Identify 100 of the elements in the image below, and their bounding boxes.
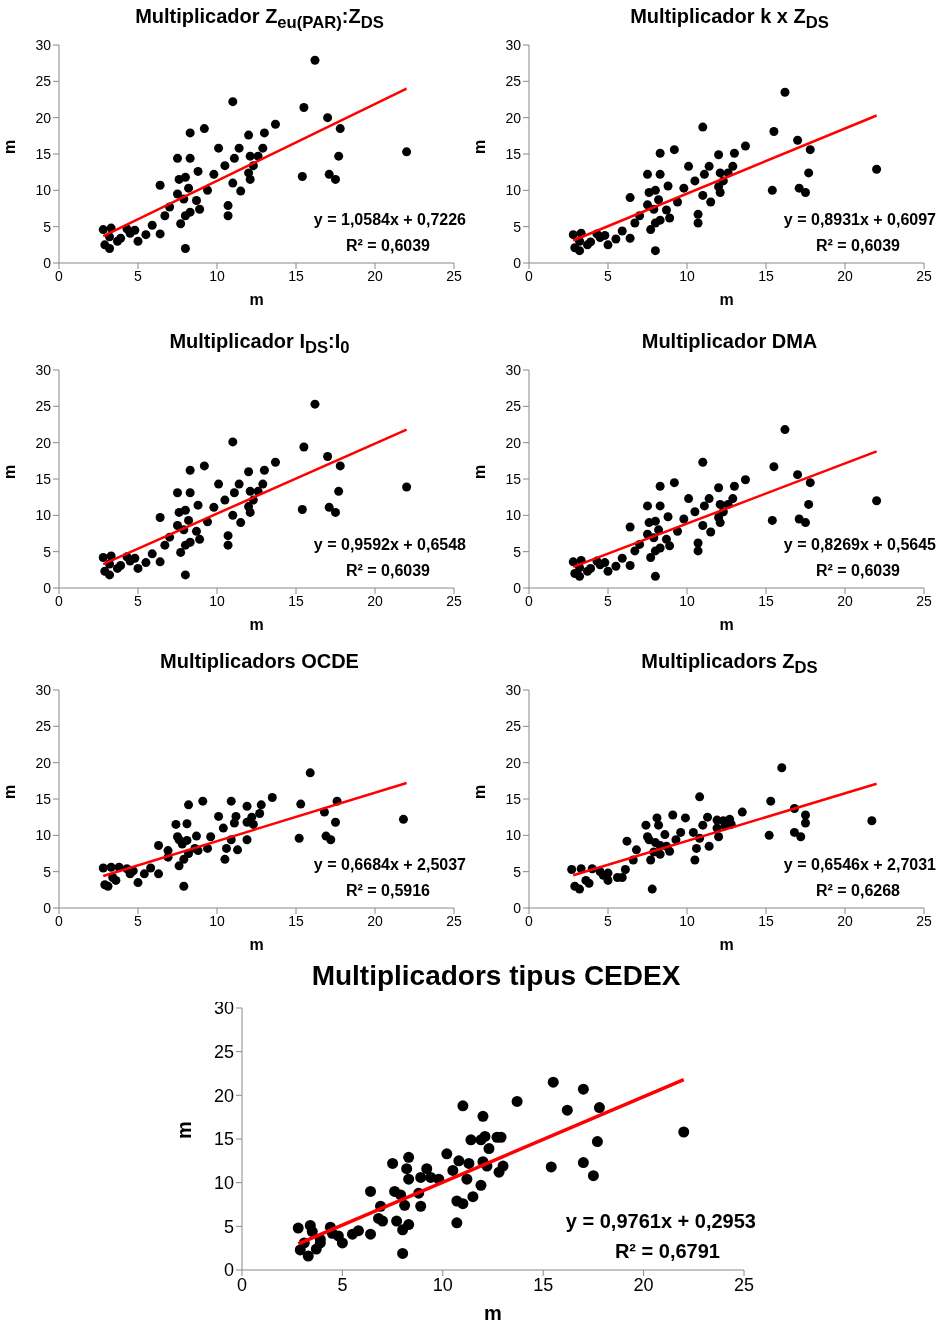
- y-tick-label: 15: [35, 790, 52, 807]
- point: [796, 832, 806, 842]
- x-axis-title: m: [719, 291, 734, 308]
- point: [242, 801, 252, 811]
- point: [647, 884, 657, 894]
- y-tick-label: 15: [505, 145, 522, 162]
- point: [191, 831, 201, 841]
- annotation: y = 0,9761x + 0,2953: [565, 1210, 756, 1233]
- x-tick-label: 10: [679, 267, 695, 284]
- point: [575, 884, 585, 894]
- x-tick-label: 0: [525, 267, 534, 284]
- y-tick-label: 20: [213, 1085, 234, 1106]
- x-tick-label: 15: [288, 592, 304, 609]
- x-tick-label: 15: [758, 912, 774, 929]
- point: [171, 819, 181, 829]
- chart-title: Multiplicadors OCDE: [159, 650, 360, 674]
- point: [154, 869, 164, 879]
- point: [789, 827, 799, 837]
- x-tick-label: 10: [679, 912, 695, 929]
- y-axis-title: m: [470, 464, 488, 479]
- point: [226, 796, 236, 806]
- x-tick-label: 5: [134, 267, 143, 284]
- x-tick-label: 15: [288, 267, 304, 284]
- y-tick-label: 20: [505, 109, 522, 126]
- point: [676, 827, 686, 837]
- y-tick-label: 20: [505, 434, 522, 451]
- point: [184, 800, 194, 810]
- x-tick-label: 20: [633, 1274, 654, 1295]
- point: [867, 816, 877, 826]
- x-tick-label: 20: [367, 912, 383, 929]
- y-tick-label: 0: [513, 579, 522, 596]
- y-tick-label: 25: [213, 1042, 234, 1063]
- point: [267, 793, 277, 803]
- x-tick-label: 25: [733, 1274, 755, 1295]
- y-tick-label: 25: [505, 398, 522, 415]
- point: [256, 800, 266, 810]
- x-tick-label: 0: [525, 912, 534, 929]
- x-axis-title: m: [719, 616, 734, 633]
- point: [214, 811, 224, 821]
- x-tick-label: 25: [916, 592, 932, 609]
- point: [206, 832, 216, 842]
- y-tick-label: 0: [223, 1260, 234, 1281]
- annotation: y = 0,8269x + 0,5645: [783, 536, 936, 554]
- point: [179, 854, 189, 864]
- x-tick-label: 25: [446, 912, 462, 929]
- x-tick-label: 0: [236, 1274, 248, 1295]
- point: [668, 810, 678, 820]
- annotation: R² = 0,6039: [345, 237, 430, 255]
- point: [255, 809, 265, 819]
- point: [714, 832, 724, 842]
- y-tick-label: 5: [43, 863, 52, 880]
- y-tick-label: 5: [513, 863, 522, 880]
- annotation: y = 1,0584x + 0,7226: [313, 211, 466, 229]
- y-tick-label: 25: [505, 718, 522, 735]
- y-axis-title: m: [470, 784, 488, 799]
- chart-title: Multiplicador Z$_{eu(PAR)}$:Z$_{DS}$: [134, 5, 385, 34]
- point: [766, 796, 776, 806]
- point: [242, 835, 252, 845]
- annotation: R² = 0,6268: [815, 882, 900, 900]
- point: [690, 855, 700, 865]
- y-tick-label: 30: [505, 681, 522, 698]
- x-axis-title: m: [249, 936, 264, 953]
- x-tick-label: 20: [837, 592, 853, 609]
- y-tick-label: 10: [505, 182, 522, 199]
- y-tick-label: 10: [35, 507, 52, 524]
- point: [764, 830, 774, 840]
- x-tick-label: 20: [367, 267, 383, 284]
- point: [398, 814, 408, 824]
- chart-title: Multiplicador I$_{DS}$:I$_{0}$: [168, 330, 351, 359]
- point: [698, 820, 708, 830]
- point: [801, 818, 810, 828]
- point: [704, 841, 714, 851]
- point: [652, 813, 662, 823]
- point: [777, 763, 787, 773]
- y-axis-title: m: [0, 139, 18, 154]
- y-tick-label: 10: [505, 827, 522, 844]
- point: [703, 812, 713, 822]
- y-tick-label: 0: [43, 579, 52, 596]
- y-tick-label: 10: [213, 1173, 234, 1194]
- point: [331, 817, 340, 827]
- y-axis-title: m: [0, 464, 18, 479]
- y-tick-label: 30: [505, 36, 522, 53]
- y-tick-label: 5: [43, 218, 52, 235]
- chart-title: Multiplicador DMA: [640, 330, 819, 354]
- x-axis-title: m: [249, 616, 264, 633]
- point: [655, 849, 665, 859]
- x-axis-title: m: [249, 291, 264, 308]
- point: [654, 820, 664, 830]
- y-tick-label: 10: [35, 182, 52, 199]
- x-tick-label: 5: [604, 912, 613, 929]
- y-tick-label: 15: [35, 145, 52, 162]
- point: [233, 845, 243, 855]
- y-tick-label: 0: [43, 899, 52, 916]
- y-tick-label: 0: [43, 254, 52, 271]
- x-tick-label: 0: [55, 912, 64, 929]
- annotation: R² = 0,5916: [345, 882, 430, 900]
- x-tick-label: 20: [837, 267, 853, 284]
- y-tick-label: 15: [505, 470, 522, 487]
- y-tick-label: 30: [35, 681, 52, 698]
- x-tick-label: 10: [679, 592, 695, 609]
